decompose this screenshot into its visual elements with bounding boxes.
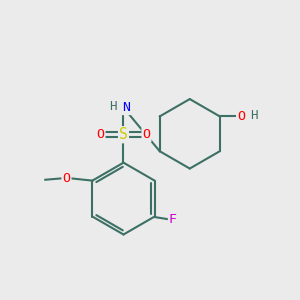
Text: O: O <box>62 172 70 185</box>
Text: S: S <box>119 127 128 142</box>
Text: N: N <box>122 101 130 114</box>
Text: F: F <box>169 213 177 226</box>
Text: H: H <box>110 100 117 113</box>
Text: O: O <box>142 128 151 141</box>
Text: O: O <box>237 110 245 123</box>
Text: O: O <box>97 128 104 141</box>
Text: H: H <box>250 109 257 122</box>
